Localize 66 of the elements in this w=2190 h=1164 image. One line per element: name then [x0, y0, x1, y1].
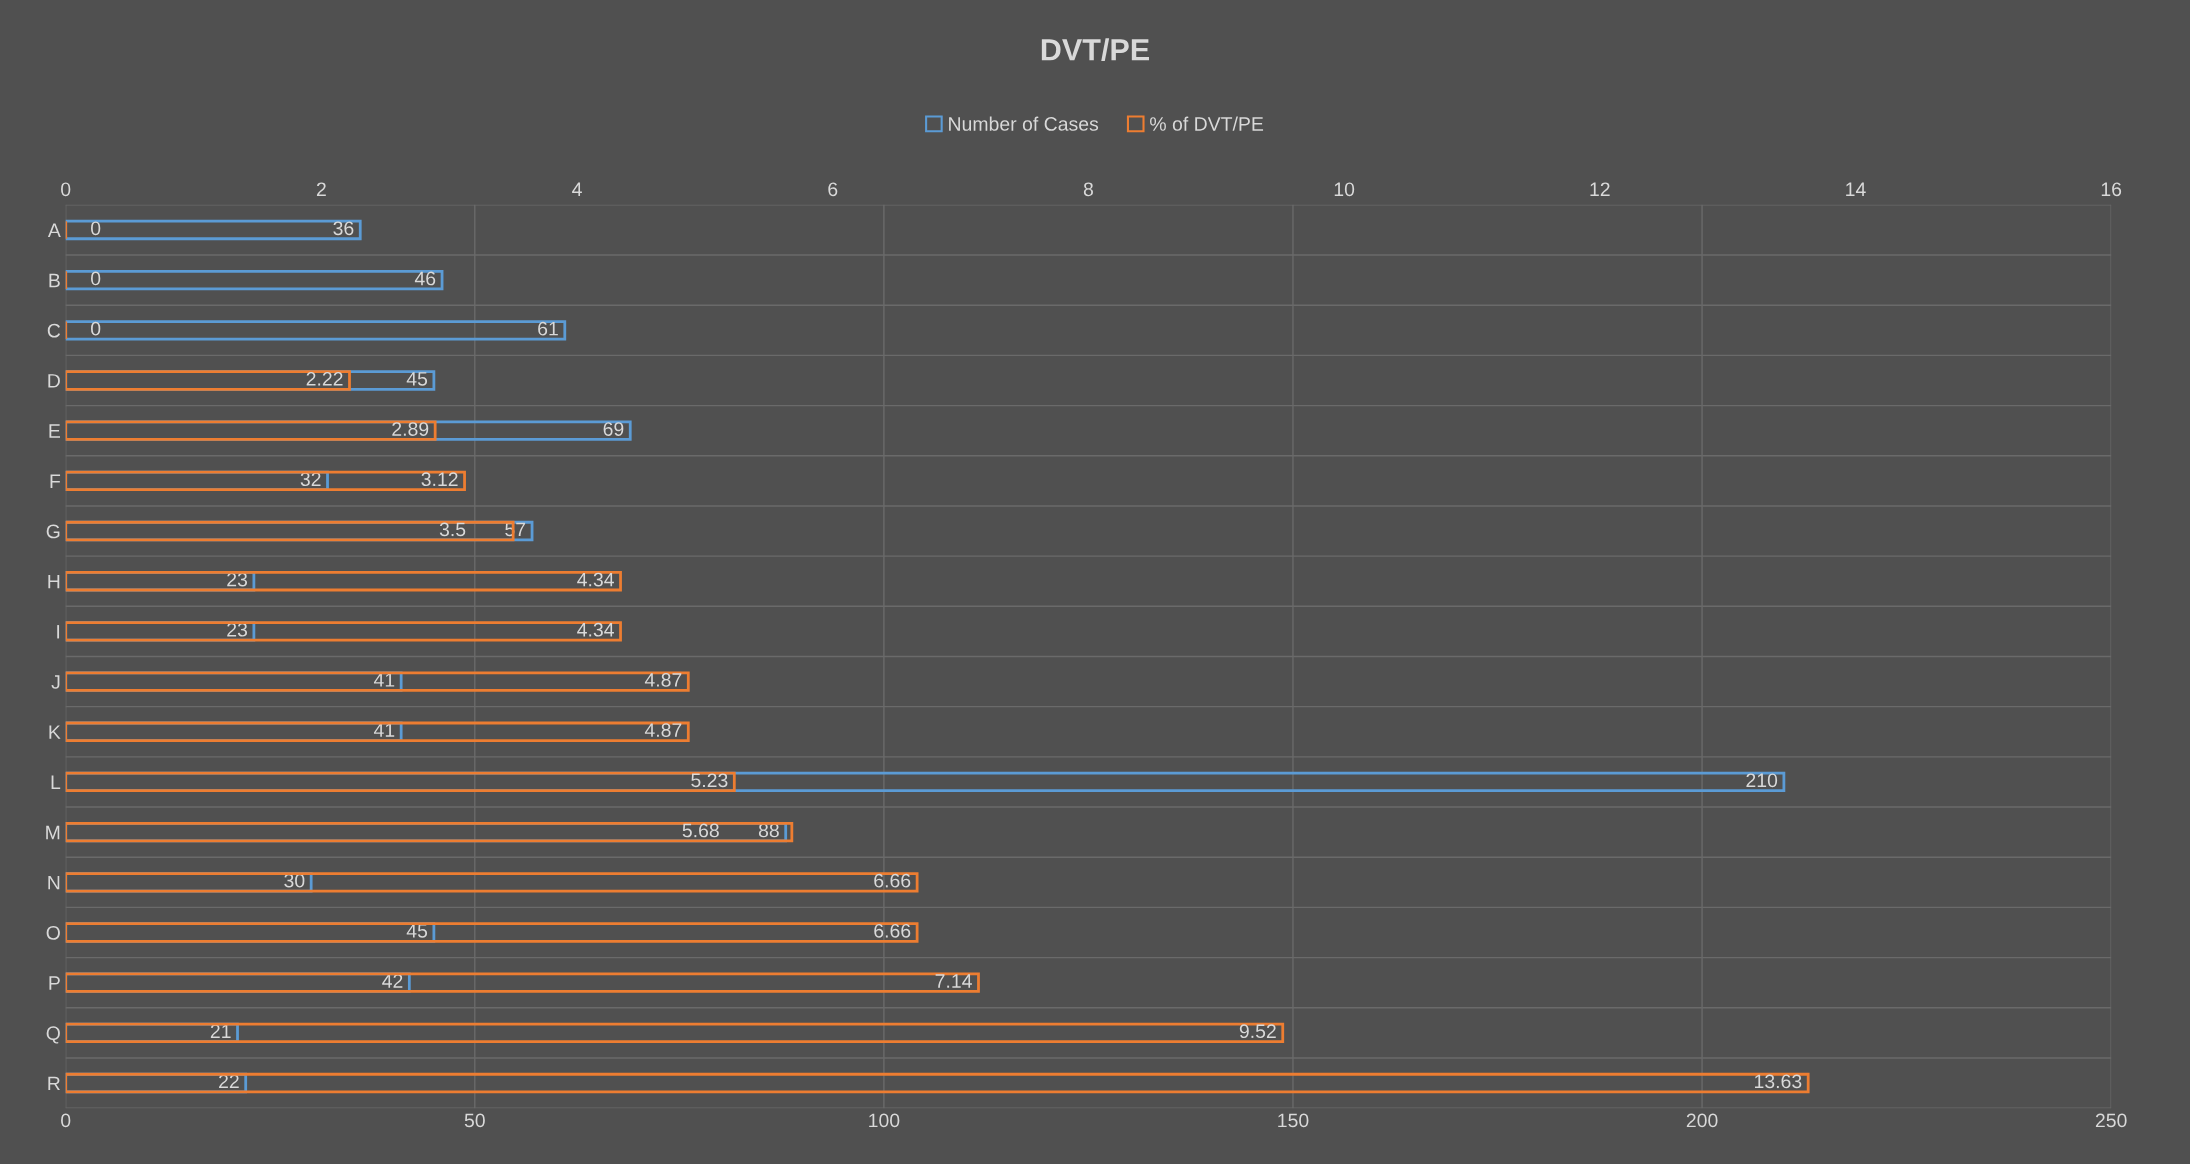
- data-label: 69: [603, 422, 624, 436]
- data-label: 0: [91, 321, 101, 336]
- y-tick-label: O: [46, 925, 60, 940]
- data-label: 6.66: [874, 873, 911, 888]
- data-label: 4.87: [644, 673, 682, 687]
- data-label: 5.68: [682, 823, 719, 838]
- data-label: 0: [91, 221, 101, 236]
- data-label: 41: [373, 673, 395, 687]
- data-label: 88: [758, 823, 779, 838]
- y-tick-label: F: [50, 474, 61, 488]
- x-tick-label: 100: [869, 1113, 900, 1128]
- x-tick-label: 0: [61, 1113, 71, 1128]
- y-tick-label: K: [49, 725, 61, 739]
- data-label: 9.52: [1239, 1024, 1276, 1039]
- data-label: 0: [91, 271, 101, 286]
- x2-tick-label: 12: [1590, 182, 1610, 196]
- y-tick-label: G: [46, 524, 60, 539]
- x-tick-label: 250: [2095, 1113, 2127, 1128]
- x2-tick-label: 14: [1846, 182, 1866, 196]
- legend-label: Number of Cases: [949, 116, 1099, 131]
- y-tick-label: R: [48, 1076, 60, 1091]
- y-tick-label: N: [48, 875, 60, 890]
- x2-tick-label: 2: [316, 182, 326, 196]
- data-label: 3.12: [421, 472, 458, 487]
- x2-tick-label: 8: [1083, 182, 1093, 197]
- data-label: 46: [414, 271, 436, 286]
- data-label: 4.34: [577, 622, 614, 637]
- y-tick-label: J: [51, 675, 60, 689]
- data-label: 2.22: [306, 371, 343, 386]
- y-tick-label: B: [49, 273, 60, 288]
- data-label: 7.14: [935, 974, 972, 988]
- y-tick-label: P: [49, 976, 60, 990]
- data-label: 210: [1746, 773, 1778, 788]
- data-label: 36: [333, 221, 354, 236]
- data-label: 4.87: [644, 723, 682, 737]
- y-tick-label: A: [47, 223, 61, 237]
- x2-tick-label: 10: [1334, 182, 1355, 197]
- y-tick-label: C: [47, 323, 61, 338]
- data-label: 41: [373, 723, 395, 737]
- y-tick-label: E: [49, 424, 60, 438]
- data-label: 61: [538, 321, 558, 336]
- y-tick-label: H: [48, 574, 60, 589]
- data-label: 13.63: [1755, 1074, 1802, 1089]
- data-label: 6.66: [874, 923, 911, 938]
- x2-tick-label: 0: [61, 182, 71, 197]
- data-label: 5.23: [691, 773, 728, 788]
- x2-tick-label: 4: [572, 182, 582, 196]
- data-label: 2.89: [392, 422, 429, 436]
- x-tick-label: 150: [1278, 1113, 1309, 1128]
- data-label: 4.34: [577, 572, 614, 587]
- legend-label: % of DVT/PE: [1150, 116, 1264, 131]
- data-label: 3.5: [439, 522, 466, 537]
- x2-tick-label: 16: [2101, 182, 2122, 197]
- y-tick-label: M: [46, 825, 60, 840]
- data-label: 23: [227, 572, 248, 587]
- x-tick-label: 50: [464, 1113, 485, 1128]
- data-label: 21: [210, 1024, 231, 1038]
- x-tick-label: 200: [1686, 1113, 1718, 1128]
- chart-title: DVT/PE: [1041, 38, 1149, 61]
- x2-tick-label: 6: [828, 182, 838, 197]
- y-tick-label: Q: [46, 1026, 60, 1044]
- y-tick-label: I: [57, 625, 60, 639]
- data-label: 22: [219, 1074, 239, 1089]
- y-tick-label: L: [51, 775, 61, 789]
- data-label: 45: [406, 372, 428, 386]
- y-tick-label: D: [48, 374, 60, 388]
